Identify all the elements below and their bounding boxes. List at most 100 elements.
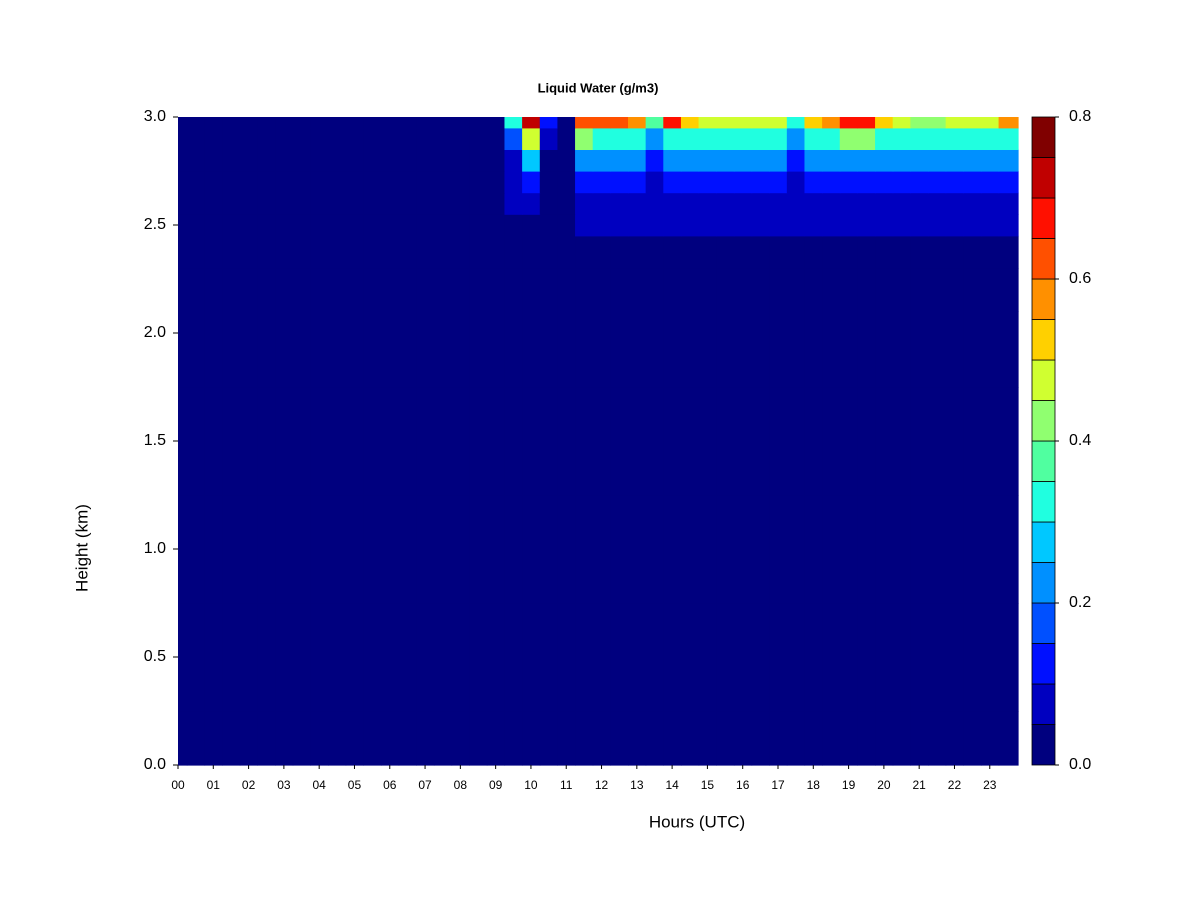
heatmap-cell [486,235,506,269]
heatmap-cell [610,192,629,215]
heatmap-cell [592,192,611,215]
heatmap-cell [945,268,964,312]
heatmap-cell [310,235,329,269]
x-axis-label: Hours (UTC) [649,812,745,831]
heatmap-cell [839,311,859,388]
heatmap-cell [610,711,629,766]
heatmap-cell [486,127,506,150]
heatmap-cell [451,268,470,312]
heatmap-cell [698,214,717,237]
heatmap-cell [328,192,347,215]
heatmap-cell [539,711,559,766]
heatmap-cell [804,192,823,215]
heatmap-cell [504,127,523,150]
heatmap-cell [575,603,594,712]
heatmap-cell [857,387,876,496]
heatmap-cell [451,192,470,215]
colorbar-band [1031,157,1056,199]
heatmap-cell [839,214,859,237]
heatmap-cell [786,387,806,496]
heatmap-cell [839,192,859,215]
heatmap-cell [680,268,700,312]
heatmap-cell [910,495,929,604]
heatmap-cell [257,117,276,129]
heatmap-cell [892,311,911,388]
heatmap-cell [857,149,876,172]
heatmap-cell [804,235,823,269]
heatmap-cell [380,268,400,312]
heatmap-cell [892,603,911,712]
heatmap-cell [998,192,1019,215]
heatmap-cell [186,149,206,172]
heatmap-cell [257,149,276,172]
heatmap-cell [363,268,382,312]
heatmap-cell [751,117,770,129]
heatmap-cell [222,149,241,172]
heatmap-cell [822,127,841,150]
heatmap-cell [186,495,206,604]
x-tick-label: 12 [595,778,609,792]
heatmap-cell [663,603,682,712]
colorbar-band [1031,400,1056,442]
heatmap-cell [345,149,364,172]
heatmap-cell [645,171,664,194]
heatmap-cell [557,387,576,496]
heatmap-cell [539,192,559,215]
heatmap-cell [698,235,717,269]
heatmap-cell [663,127,682,150]
heatmap-cell [980,235,1000,269]
heatmap-cell [310,214,329,237]
heatmap-cell [733,149,753,172]
heatmap-cell [839,235,859,269]
heatmap-cell [398,171,417,194]
heatmap-cell [980,603,1000,712]
heatmap-cell [310,127,329,150]
heatmap-cell [433,603,453,712]
heatmap-cell [822,268,841,312]
heatmap-cell [257,171,276,194]
heatmap-cell [786,192,806,215]
heatmap-cell [680,149,700,172]
heatmap-cell [910,235,929,269]
heatmap-cell [663,192,682,215]
heatmap-cell [257,387,276,496]
heatmap-cell [275,387,294,496]
x-tick-label: 08 [454,778,468,792]
colorbar-band [1031,116,1056,158]
heatmap-cell [875,387,894,496]
heatmap-cell [451,117,470,129]
heatmap-cell [910,171,929,194]
heatmap-cell [504,711,523,766]
x-tick-label: 20 [877,778,891,792]
heatmap-cell [698,192,717,215]
heatmap-cell [733,387,753,496]
heatmap-cell [610,235,629,269]
heatmap-cell [204,603,223,712]
heatmap-cell [257,495,276,604]
heatmap-cell [178,235,188,269]
heatmap-cell [178,311,188,388]
heatmap-cell [786,127,806,150]
heatmap-cell [733,495,753,604]
heatmap-cell [998,149,1019,172]
heatmap-cell [328,127,347,150]
heatmap-cell [504,311,523,388]
heatmap-cell [945,235,964,269]
heatmap-cell [980,387,1000,496]
heatmap-cell [875,311,894,388]
heatmap-cell [380,149,400,172]
heatmap-cell [892,711,911,766]
heatmap-cell [963,387,982,496]
heatmap-cell [839,603,859,712]
heatmap-cell [716,603,735,712]
heatmap-cell [539,117,559,129]
heatmap-cell [539,268,559,312]
heatmap-cell [963,171,982,194]
heatmap-cell [328,235,347,269]
heatmap-cell [628,117,647,129]
heatmap-cell [363,495,382,604]
heatmap-cell [204,149,223,172]
heatmap-cell [857,311,876,388]
heatmap-cell [257,311,276,388]
